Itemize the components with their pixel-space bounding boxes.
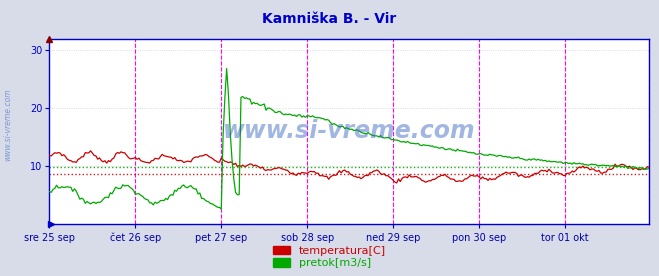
Text: Kamniška B. - Vir: Kamniška B. - Vir: [262, 12, 397, 26]
Legend: temperatura[C], pretok[m3/s]: temperatura[C], pretok[m3/s]: [271, 243, 388, 270]
Text: www.si-vreme.com: www.si-vreme.com: [3, 88, 13, 161]
Text: www.si-vreme.com: www.si-vreme.com: [223, 119, 476, 143]
